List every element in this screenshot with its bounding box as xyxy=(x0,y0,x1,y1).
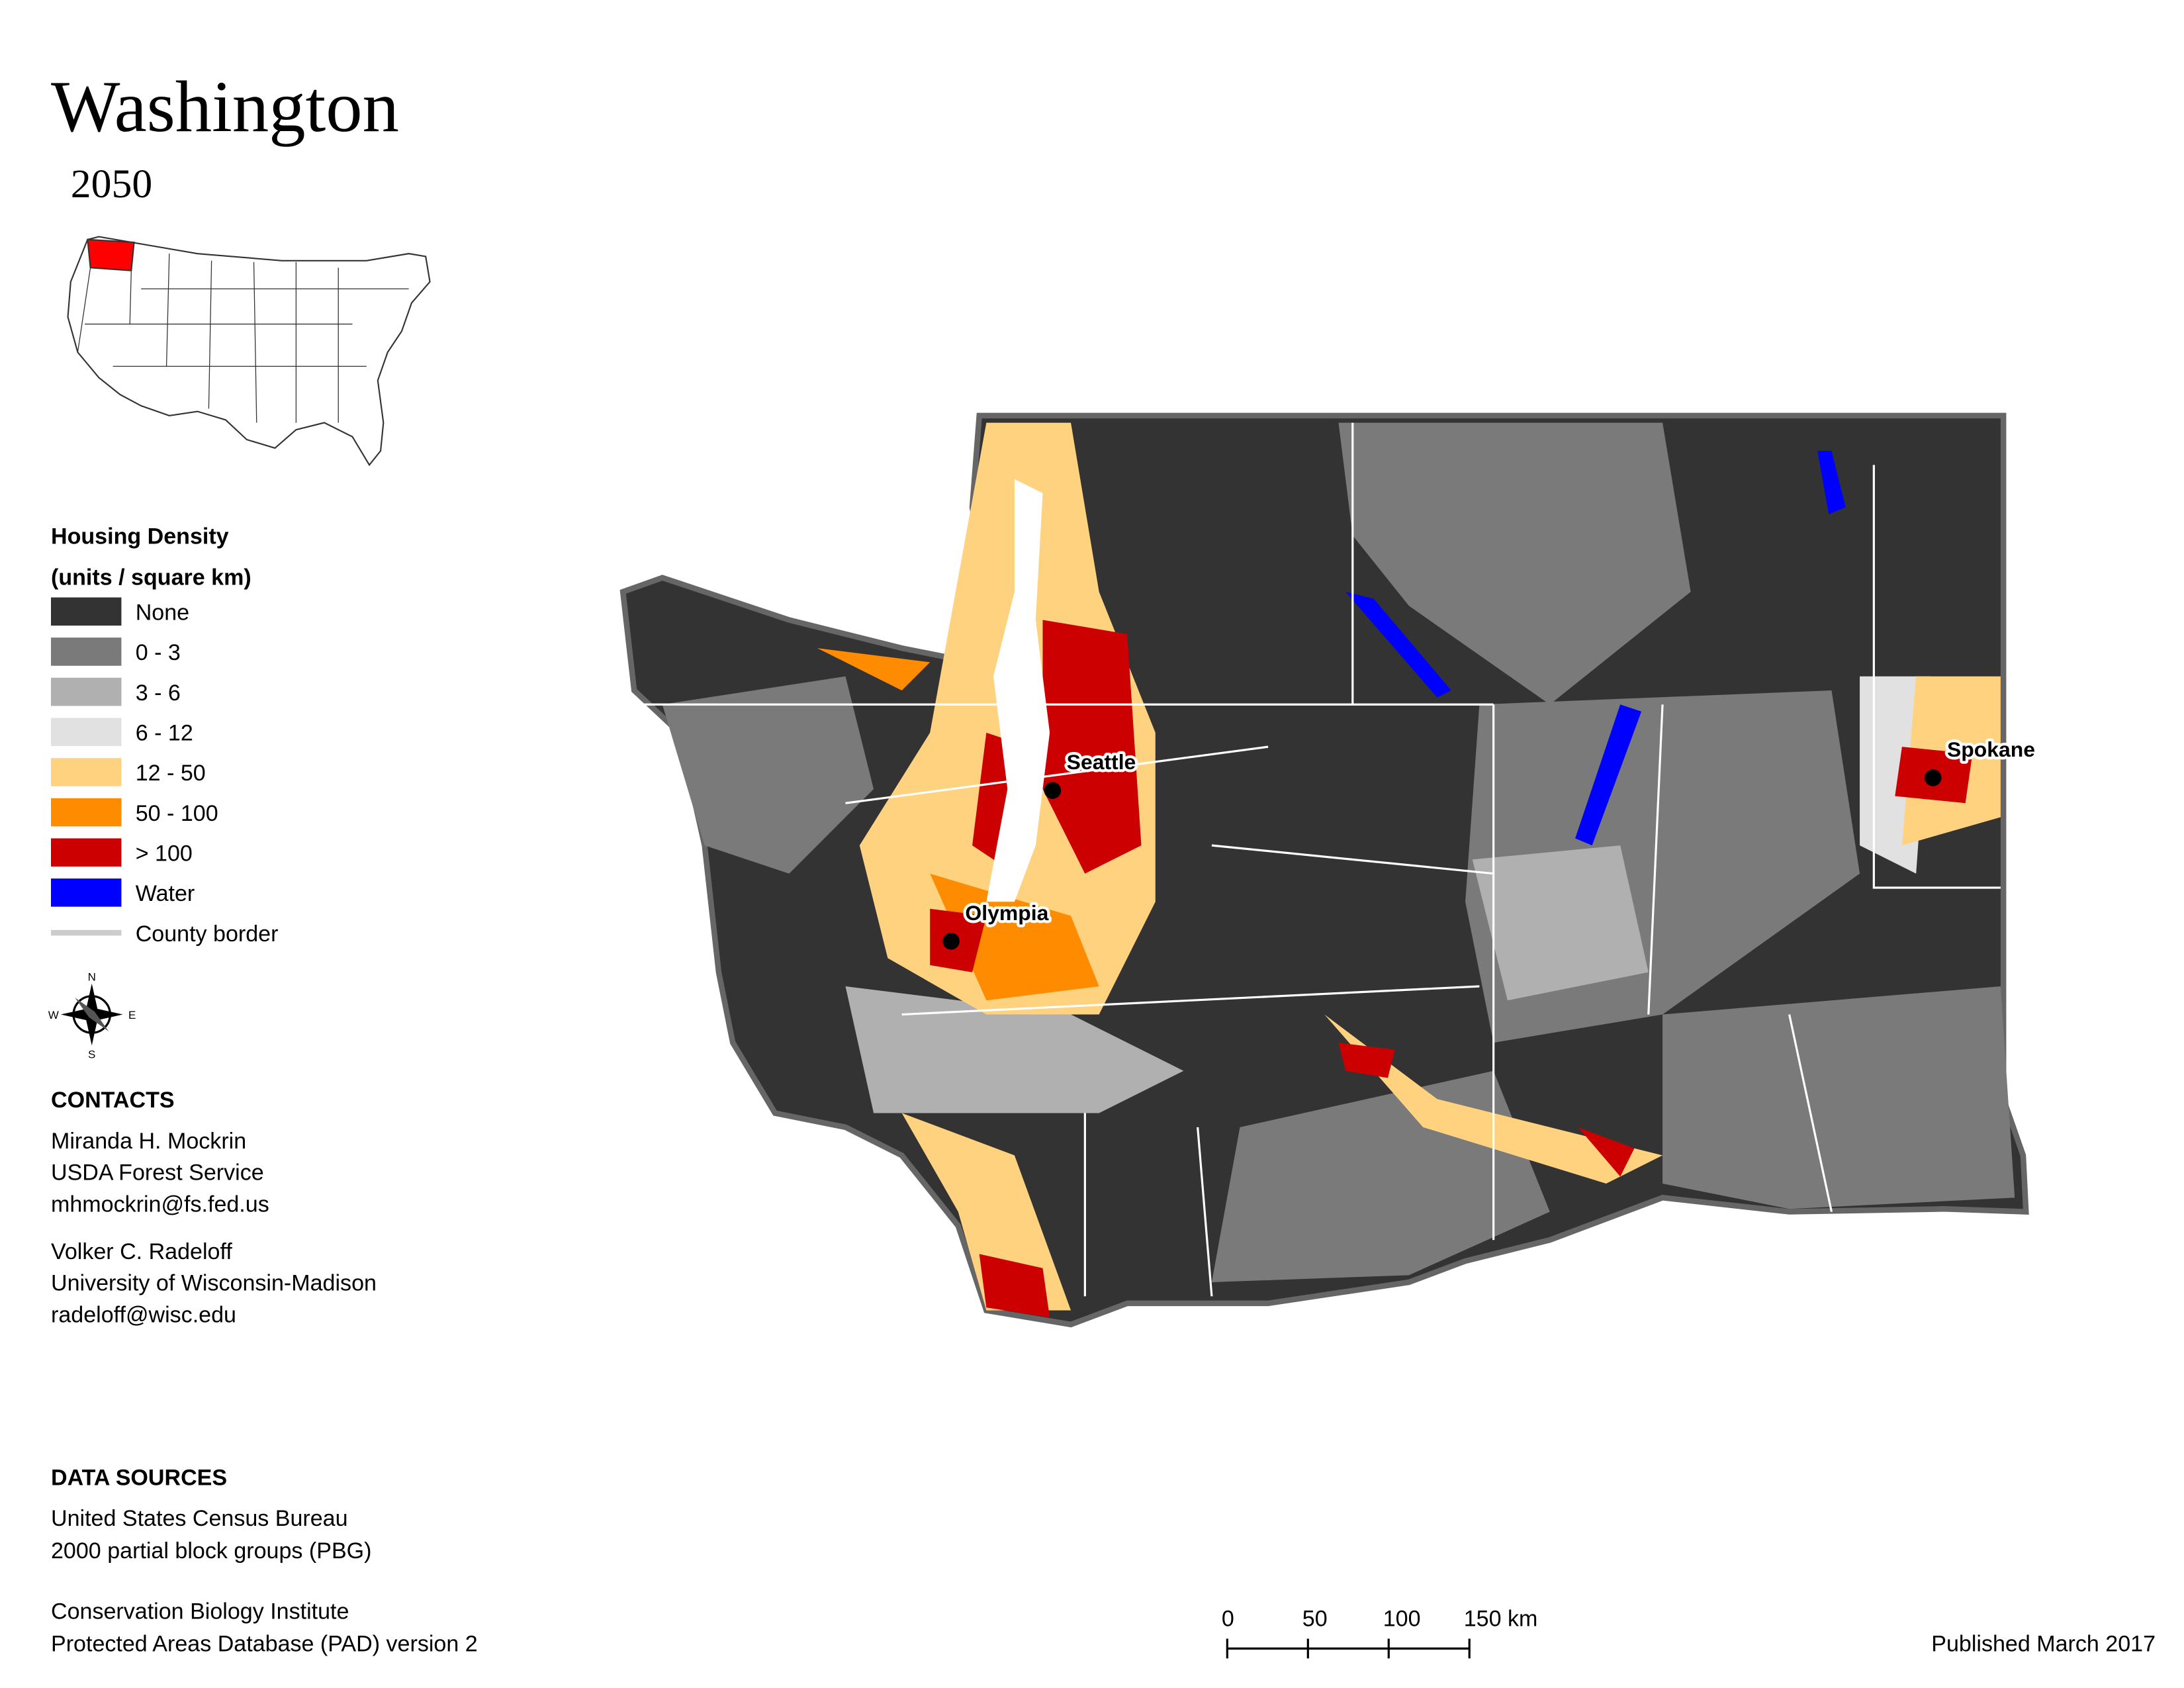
scale-bar: 0 50 100 150 km xyxy=(1222,1606,1538,1659)
contact-line: mhmockrin@fs.fed.us xyxy=(51,1192,269,1217)
legend-label: > 100 xyxy=(136,841,193,867)
density-region xyxy=(1578,1127,1635,1177)
data-sources: United States Census Bureau 2000 partial … xyxy=(51,1506,478,1656)
cities: Seattle Olympia Spokane xyxy=(942,735,2038,950)
legend-subtitle: (units / square km) xyxy=(51,565,251,590)
density-region xyxy=(979,1254,1050,1318)
contact-line: USDA Forest Service xyxy=(51,1160,264,1186)
subtitle: 2050 xyxy=(71,162,152,207)
density-region xyxy=(1472,845,1649,1001)
density-region xyxy=(845,986,1184,1113)
scale-label: 50 xyxy=(1302,1606,1328,1631)
contact-line: Miranda H. Mockrin xyxy=(51,1129,246,1154)
density-region xyxy=(901,1113,1071,1311)
city-dot xyxy=(942,933,960,950)
density-region xyxy=(1042,620,1142,874)
legend-label: 3 - 6 xyxy=(136,680,181,706)
legend: None 0 - 3 3 - 6 6 - 12 12 - 50 50 - 100 > 100… xyxy=(51,597,279,947)
source-line: Protected Areas Database (PAD) version 2 xyxy=(51,1632,478,1657)
legend-swatch xyxy=(51,597,122,626)
city-label: Seattle xyxy=(1067,750,1136,774)
published: Published March 2017 xyxy=(1931,1632,2156,1657)
source-line: United States Census Bureau xyxy=(51,1506,348,1531)
legend-label: 50 - 100 xyxy=(136,801,218,826)
legend-label: Water xyxy=(136,881,195,906)
density-region xyxy=(1338,422,1691,705)
legend-label: 12 - 50 xyxy=(136,761,206,786)
legend-swatch xyxy=(51,758,122,786)
legend-swatch xyxy=(51,838,122,867)
density-region xyxy=(1575,704,1642,846)
us-inset xyxy=(67,236,431,467)
density-region xyxy=(817,648,931,690)
density-region xyxy=(662,676,874,874)
legend-label: County border xyxy=(136,921,279,947)
density-region xyxy=(1662,986,2015,1209)
legend-swatch xyxy=(51,798,122,827)
legend-swatch xyxy=(51,878,122,907)
contact-line: Volker C. Radeloff xyxy=(51,1239,232,1264)
legend-label: None xyxy=(136,600,189,626)
data-sources-title: DATA SOURCES xyxy=(51,1465,227,1490)
city-dot xyxy=(1924,769,1942,786)
contact-line: radeloff@wisc.edu xyxy=(51,1303,236,1328)
density-region xyxy=(1817,451,1846,514)
compass-w: W xyxy=(48,1009,59,1021)
density-region xyxy=(1338,1043,1395,1078)
city-dot xyxy=(1044,782,1062,799)
compass-n: N xyxy=(88,970,96,983)
state-map xyxy=(619,412,2029,1328)
city-label: Olympia xyxy=(965,901,1048,925)
contact-line: University of Wisconsin-Madison xyxy=(51,1271,377,1296)
legend-title: Housing Density xyxy=(51,524,229,549)
compass-e: E xyxy=(128,1009,136,1021)
density-region xyxy=(1345,591,1451,698)
legend-swatch xyxy=(51,718,122,747)
source-line: 2000 partial block groups (PBG) xyxy=(51,1538,371,1564)
legend-swatch xyxy=(51,637,122,666)
legend-label: 0 - 3 xyxy=(136,640,181,665)
title: Washington xyxy=(51,66,399,147)
legend-label: 6 - 12 xyxy=(136,721,193,746)
density-region xyxy=(1324,1014,1663,1184)
scale-label: 150 km xyxy=(1464,1606,1538,1631)
scale-label: 100 xyxy=(1383,1606,1421,1631)
scale-label: 0 xyxy=(1222,1606,1234,1631)
source-line: Conservation Biology Institute xyxy=(51,1599,349,1624)
legend-swatch xyxy=(51,677,122,706)
compass-s: S xyxy=(88,1049,95,1061)
contacts: Miranda H. Mockrin USDA Forest Service mhm… xyxy=(51,1129,377,1328)
city-label: Spokane xyxy=(1947,737,2035,761)
contacts-title: CONTACTS xyxy=(51,1088,175,1113)
compass: N S E W xyxy=(48,970,136,1060)
